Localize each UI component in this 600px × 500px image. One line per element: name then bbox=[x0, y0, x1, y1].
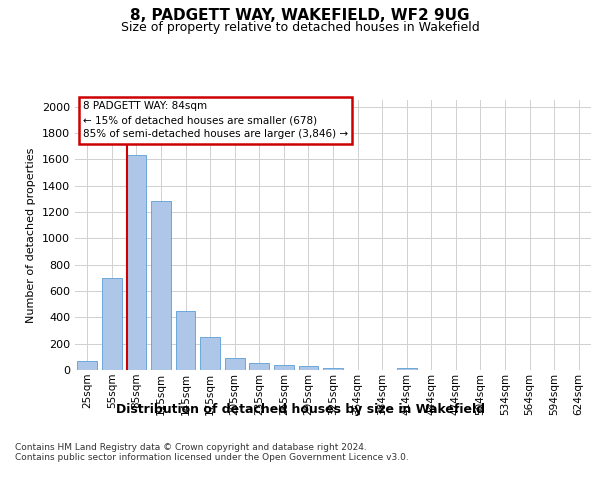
Bar bbox=[127, 156, 146, 370]
Bar bbox=[323, 368, 343, 370]
Text: 8 PADGETT WAY: 84sqm
← 15% of detached houses are smaller (678)
85% of semi-deta: 8 PADGETT WAY: 84sqm ← 15% of detached h… bbox=[83, 102, 348, 140]
Bar bbox=[102, 278, 122, 370]
Bar bbox=[299, 366, 318, 370]
Bar bbox=[250, 363, 269, 370]
Bar bbox=[274, 365, 293, 370]
Bar bbox=[397, 368, 416, 370]
Bar bbox=[77, 362, 97, 370]
Bar bbox=[176, 312, 196, 370]
Text: 8, PADGETT WAY, WAKEFIELD, WF2 9UG: 8, PADGETT WAY, WAKEFIELD, WF2 9UG bbox=[130, 8, 470, 22]
Bar bbox=[151, 201, 171, 370]
Text: Size of property relative to detached houses in Wakefield: Size of property relative to detached ho… bbox=[121, 21, 479, 34]
Bar bbox=[225, 358, 245, 370]
Text: Contains HM Land Registry data © Crown copyright and database right 2024.
Contai: Contains HM Land Registry data © Crown c… bbox=[15, 442, 409, 462]
Text: Distribution of detached houses by size in Wakefield: Distribution of detached houses by size … bbox=[115, 402, 485, 415]
Y-axis label: Number of detached properties: Number of detached properties bbox=[26, 148, 37, 322]
Bar bbox=[200, 336, 220, 370]
